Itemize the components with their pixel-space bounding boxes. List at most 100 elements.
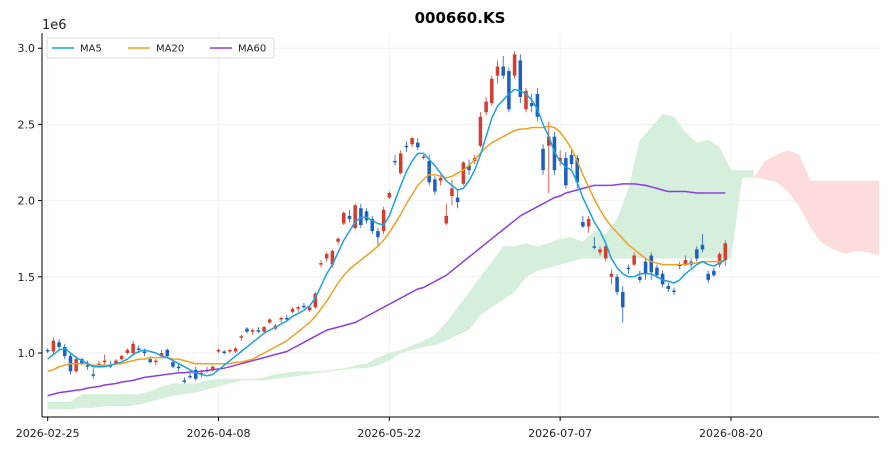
legend: MA5 MA20 MA60: [46, 37, 275, 59]
candle-body: [683, 260, 688, 265]
candle-body: [615, 276, 619, 293]
candle-body: [159, 353, 164, 357]
y-tick-label: 1.5: [18, 271, 36, 284]
ichimoku-cloud: [47, 113, 879, 410]
candle-body: [57, 342, 61, 347]
ma5-line: [47, 88, 726, 377]
candle-body: [666, 285, 671, 289]
candle-body: [165, 349, 170, 357]
candle-body: [324, 253, 329, 259]
candle-body: [364, 211, 369, 221]
axes: 1.0 1.5 2.0 2.5 3.0 2026-02-25 2026-04-08 2026-…: [16, 33, 879, 440]
candle-body: [211, 366, 215, 370]
candle-body: [353, 205, 357, 229]
candle-body: [626, 267, 631, 270]
candle-body: [250, 330, 255, 332]
legend-label: MA5: [80, 44, 102, 55]
candle-body: [267, 319, 272, 323]
candle-body: [546, 136, 551, 146]
candle-body: [376, 231, 380, 238]
candle-body: [404, 145, 409, 148]
candle-body: [575, 157, 579, 183]
candle-body: [91, 374, 96, 376]
candle-body: [125, 349, 130, 353]
candle-body: [564, 157, 568, 186]
candle-body: [421, 156, 426, 158]
candle-body: [302, 305, 306, 308]
candle-body: [319, 263, 323, 265]
candle-body: [85, 365, 90, 367]
candle-body: [535, 93, 540, 117]
candle-body: [222, 351, 226, 353]
candle-body: [193, 369, 198, 379]
candle-body: [461, 162, 466, 184]
candle-body: [381, 209, 386, 232]
y-tick-label: 2.0: [18, 195, 36, 208]
candle-body: [541, 148, 545, 171]
y-tick-label: 3.0: [18, 42, 36, 55]
candle-body: [233, 348, 238, 352]
candle-body: [347, 215, 352, 219]
candle-body: [102, 360, 107, 363]
candle-body: [313, 293, 318, 308]
cloud-bullish: [47, 113, 754, 410]
candle-body: [137, 348, 141, 350]
candle-body: [592, 246, 597, 248]
candle-body: [695, 249, 699, 259]
candle-body: [569, 154, 574, 165]
candle-body: [336, 238, 340, 242]
candle-body: [188, 375, 192, 378]
candle-body: [63, 346, 67, 357]
candle-body: [398, 153, 403, 174]
candle-body: [182, 380, 187, 382]
grid-lines: [42, 33, 879, 417]
candle-body: [410, 138, 414, 145]
y-tick-label: 1.0: [18, 347, 36, 360]
candle-body: [370, 218, 375, 232]
candle-body: [621, 292, 625, 308]
candle-body: [51, 340, 56, 352]
candle-body: [643, 261, 648, 274]
candle-body: [524, 90, 528, 110]
candle-body: [433, 179, 437, 192]
candle-body: [216, 349, 221, 352]
candle-body: [490, 78, 494, 104]
candle-body: [438, 177, 443, 181]
candle-body: [228, 349, 232, 352]
candle-body: [262, 327, 266, 332]
cloud-bearish: [753, 150, 879, 256]
candle-body: [478, 116, 483, 146]
candle-body: [176, 366, 181, 369]
candle-body: [455, 197, 460, 203]
candle-body: [649, 255, 654, 273]
candle-body: [307, 307, 312, 311]
candle-body: [677, 264, 682, 267]
candle-body: [723, 243, 728, 261]
candle-body: [518, 60, 523, 97]
candle-body: [672, 290, 676, 293]
ma60-line: [47, 183, 726, 397]
candle-body: [74, 359, 78, 372]
candle-body: [484, 101, 488, 113]
candle-body: [296, 307, 300, 309]
candle-body: [97, 363, 101, 366]
candle-body: [638, 276, 642, 280]
ma20-line: [47, 125, 726, 373]
candle-body: [393, 161, 397, 163]
candle-body: [586, 218, 591, 227]
y-scale-label: 1e6: [42, 18, 67, 33]
candle-body: [598, 249, 602, 253]
candle-body: [512, 54, 517, 76]
candle-body: [239, 336, 244, 338]
candle-body: [444, 215, 449, 224]
candle-body: [609, 273, 614, 277]
legend-box: [46, 37, 275, 59]
candle-body: [632, 255, 636, 265]
candle-body: [467, 165, 471, 171]
chart-title: 000660.KS: [415, 9, 506, 27]
candle-body: [655, 267, 659, 276]
candle-body: [700, 244, 705, 250]
candle-body: [558, 157, 562, 161]
candle-body: [285, 317, 289, 320]
